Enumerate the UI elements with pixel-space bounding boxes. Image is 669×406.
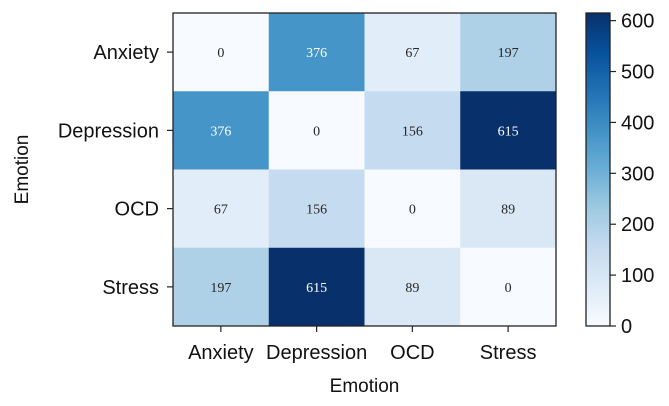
y-tick-label: Depression <box>58 120 159 142</box>
colorbar-tick-label: 400 <box>621 112 654 134</box>
x-tick-label: OCD <box>390 342 434 364</box>
heatmap-cell <box>364 169 461 249</box>
cell-value-label: 615 <box>306 281 327 296</box>
cell-value-label: 156 <box>402 124 423 139</box>
heatmap-cell <box>364 247 461 327</box>
heatmap-cell <box>268 247 365 327</box>
cell-value-label: 67 <box>405 46 419 61</box>
colorbar-ticks: 0 100 200 300 400 500 600 <box>610 11 654 338</box>
cell-value-label: 67 <box>214 203 228 218</box>
cell-value-label: 0 <box>409 203 416 218</box>
plot-frame <box>172 12 557 327</box>
heatmap-cell <box>268 169 365 249</box>
y-tick-label: Stress <box>102 277 159 299</box>
y-tick-label: OCD <box>115 199 159 221</box>
cell-value-label: 0 <box>505 281 512 296</box>
heatmap-cell <box>173 169 270 249</box>
x-tick-label: Depression <box>266 342 367 364</box>
cell-value-label: 89 <box>405 281 419 296</box>
cell-value-label: 197 <box>498 46 519 61</box>
y-tick-label: Anxiety <box>93 42 159 64</box>
y-axis-ticks: Anxiety Depression OCD Stress <box>58 42 173 299</box>
cell-value-label: 0 <box>313 124 320 139</box>
heatmap-cell <box>460 13 557 92</box>
colorbar-tick-label: 600 <box>621 11 654 33</box>
colorbar-tick-label: 100 <box>621 265 654 287</box>
cell-value-label: 0 <box>217 46 224 61</box>
x-tick-label: Anxiety <box>188 342 254 364</box>
cell-value-label: 89 <box>501 203 515 218</box>
cell-value-label: 376 <box>210 124 231 139</box>
cell-value-label: 197 <box>210 281 231 296</box>
x-axis-label: Emotion <box>330 376 400 397</box>
heatmap-cell <box>364 91 461 170</box>
cell-value-label: 376 <box>306 46 327 61</box>
heatmap-cell <box>460 169 557 249</box>
heatmap-cell <box>173 247 270 327</box>
colorbar-tick-label: 500 <box>621 62 654 84</box>
colorbar-tick-label: 0 <box>621 316 632 338</box>
heatmap-cell <box>460 247 557 327</box>
y-axis-label: Emotion <box>12 135 33 205</box>
heatmap-cell <box>268 91 365 170</box>
heatmap-cells: 0 376 67 197 376 0 156 615 67 156 0 89 197 615 89 0 <box>173 13 557 327</box>
heatmap-cell <box>364 13 461 92</box>
heatmap-cell <box>173 13 270 92</box>
heatmap-cell <box>173 91 270 170</box>
cell-value-label: 615 <box>498 124 519 139</box>
x-axis-ticks: Anxiety Depression OCD Stress <box>188 326 536 364</box>
cell-value-label: 156 <box>306 203 327 218</box>
colorbar <box>585 12 611 327</box>
x-tick-label: Stress <box>480 342 537 364</box>
heatmap-cell <box>460 91 557 170</box>
colorbar-tick-label: 300 <box>621 163 654 185</box>
heatmap-cell <box>268 13 365 92</box>
colorbar-tick-label: 200 <box>621 214 654 236</box>
